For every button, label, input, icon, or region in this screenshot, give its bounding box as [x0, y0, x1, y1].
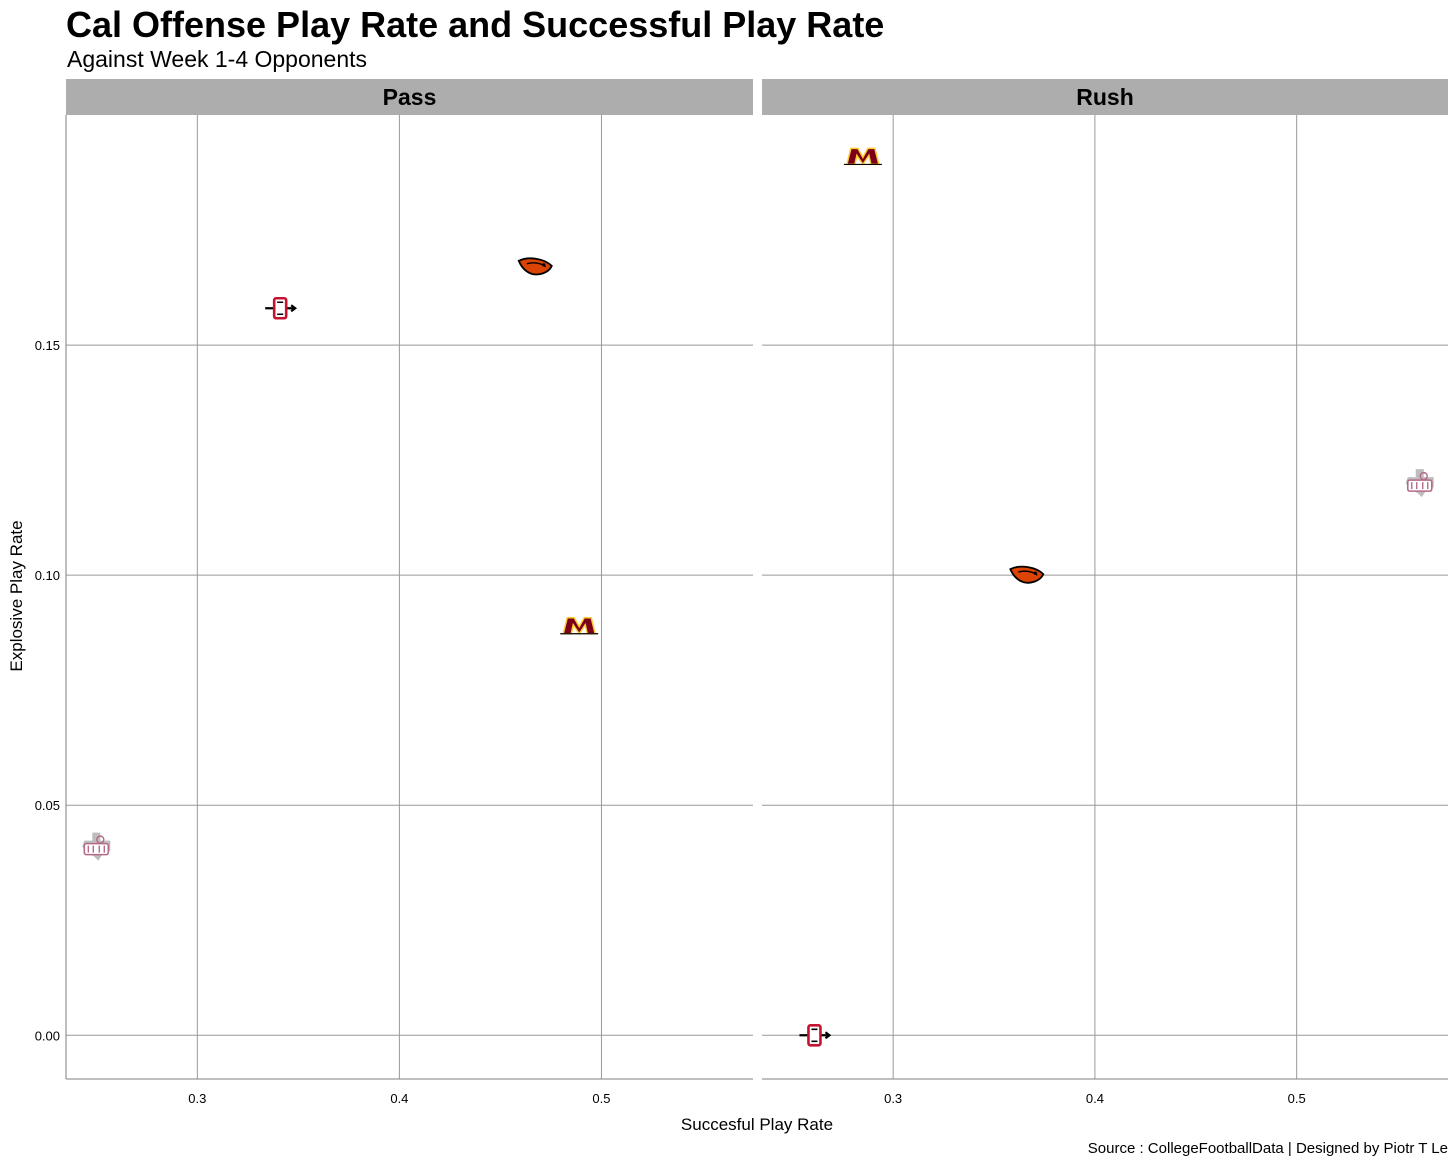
facet-rush: Rush 0.3 0.4 0.5 — [762, 79, 1448, 1106]
x-tick-label: 0.5 — [1288, 1091, 1306, 1106]
x-axis-label: Succesful Play Rate — [680, 1115, 834, 1134]
chart-caption: Source : CollegeFootballData | Designed … — [1087, 1140, 1448, 1157]
x-tick-label: 0.3 — [884, 1091, 902, 1106]
facet-strip — [66, 79, 753, 115]
oregon-state-logo — [1009, 565, 1045, 584]
san-diego-state-logo — [265, 296, 298, 320]
facet-strip — [762, 79, 1448, 115]
texas-southern-logo — [82, 832, 111, 861]
y-tick-label: 0.00 — [35, 1028, 60, 1043]
oregon-state-logo — [517, 257, 553, 276]
chart-title: Cal Offense Play Rate and Successful Pla… — [66, 4, 885, 45]
minnesota-logo — [560, 617, 599, 636]
facet-strip-label: Pass — [383, 84, 437, 110]
facet-strip-label: Rush — [1076, 84, 1134, 110]
facet-pass: Pass 0.3 0.4 0.5 0.00 0.05 0.10 0.15 — [35, 79, 753, 1106]
y-tick-label: 0.15 — [35, 338, 60, 353]
minnesota-logo — [843, 147, 882, 166]
y-axis-label: Explosive Play Rate — [7, 520, 26, 672]
x-tick-label: 0.4 — [1086, 1091, 1104, 1106]
x-tick-label: 0.5 — [592, 1091, 610, 1106]
y-tick-label: 0.05 — [35, 798, 60, 813]
texas-southern-logo — [1405, 469, 1434, 498]
x-tick-label: 0.3 — [188, 1091, 206, 1106]
san-diego-state-logo — [799, 1023, 832, 1047]
chart-subtitle: Against Week 1-4 Opponents — [67, 46, 368, 72]
y-tick-label: 0.10 — [35, 568, 60, 583]
x-tick-label: 0.4 — [390, 1091, 408, 1106]
